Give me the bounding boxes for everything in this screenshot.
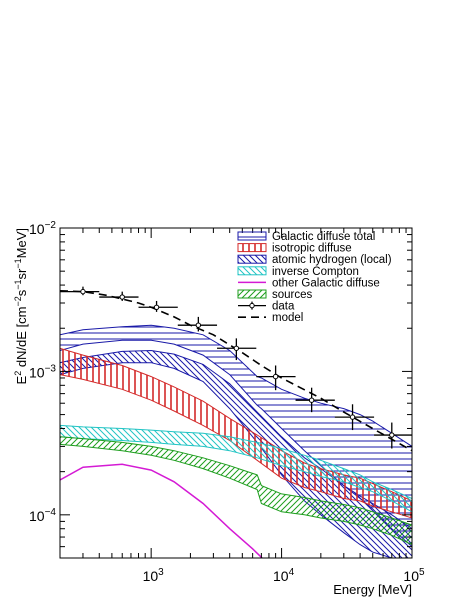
- y-tick-label: 10−4: [29, 507, 56, 524]
- legend-swatch-marker: [249, 302, 255, 309]
- y-tick-label: 10−2: [29, 220, 56, 237]
- y-tick-label-base: 10: [29, 364, 45, 380]
- data-point-marker: [119, 294, 125, 300]
- x-tick-label-exponent: 4: [289, 567, 295, 578]
- data-point-marker: [80, 288, 86, 295]
- data-point-marker: [153, 304, 160, 310]
- legend-label: model: [272, 312, 303, 324]
- data-point: [256, 365, 296, 391]
- plot-frame: [59, 227, 413, 559]
- band-inverse-compton: [60, 424, 412, 513]
- data-point-marker: [308, 397, 315, 403]
- x-axis-title: Energy [MeV]: [333, 582, 412, 597]
- x-tick-label-base: 10: [403, 568, 419, 584]
- y-axis-title-part: −1: [13, 258, 23, 268]
- data-point: [60, 286, 100, 296]
- y-axis-title-part: 2: [13, 371, 23, 376]
- y-tick-label: 10−3: [29, 363, 56, 380]
- legend-entry: isotropic diffuse: [237, 243, 352, 255]
- y-axis-title-part: s: [14, 289, 29, 296]
- data-point: [334, 404, 375, 431]
- x-tick-label-exponent: 3: [158, 567, 164, 578]
- y-axis-title: E2 dN/dE [cm−2s−1sr−1MeV]: [13, 228, 29, 384]
- legend-label: inverse Compton: [272, 266, 359, 278]
- legend-label: Galactic diffuse total: [272, 231, 375, 243]
- x-tick-label-exponent: 5: [419, 567, 425, 578]
- legend-label: isotropic diffuse: [272, 243, 352, 255]
- x-tick-label: 103: [143, 567, 165, 584]
- data-points-layer: [60, 286, 412, 449]
- data-point-marker: [195, 322, 202, 328]
- y-axis-title-part: sr: [14, 268, 29, 280]
- y-axis-title-part: MeV]: [14, 228, 29, 258]
- y-tick-label-exponent: −2: [45, 220, 57, 231]
- band-sources: [60, 436, 412, 546]
- data-point: [177, 316, 218, 332]
- data-point: [374, 422, 412, 449]
- data-point-marker: [349, 414, 356, 420]
- y-axis-title-part: −1: [13, 279, 23, 289]
- legend-swatch: [237, 243, 267, 253]
- legend-label: atomic hydrogen (local): [272, 254, 392, 266]
- x-tick-label: 104: [273, 567, 295, 584]
- y-axis-title-part: dN/dE [cm: [14, 306, 29, 370]
- legend-label: other Galactic diffuse: [272, 277, 380, 289]
- data-point: [99, 291, 139, 301]
- data-point: [217, 338, 257, 361]
- legend-entry: data: [238, 301, 295, 313]
- x-tick-label-base: 10: [273, 568, 289, 584]
- y-axis-title-part: −2: [13, 296, 23, 306]
- data-point: [295, 387, 335, 413]
- y-tick-label-exponent: −3: [45, 363, 57, 374]
- legend-label: data: [272, 301, 295, 313]
- legend-entry: atomic hydrogen (local): [237, 254, 392, 266]
- y-tick-label-exponent: −4: [45, 507, 57, 518]
- data-point: [138, 300, 178, 312]
- x-tick-label: 105: [403, 567, 425, 584]
- legend-entry: inverse Compton: [237, 266, 359, 278]
- band-galactic-diffuse-total: [60, 324, 412, 548]
- bands-layer: [60, 324, 412, 558]
- legend-swatch: [237, 266, 267, 276]
- data-point-marker: [233, 345, 240, 351]
- y-axis-title-part: E: [14, 375, 29, 384]
- y-tick-label-base: 10: [29, 508, 45, 524]
- legend-swatch: [237, 289, 267, 299]
- x-tick-label-base: 10: [143, 568, 159, 584]
- line-other-galactic-diffuse: [60, 463, 264, 558]
- axis-ticks: [59, 227, 413, 559]
- legend-entry: Galactic diffuse total: [237, 231, 375, 243]
- legend-entry: sources: [237, 289, 313, 301]
- data-point-marker: [272, 373, 279, 380]
- legend-entry: other Galactic diffuse: [238, 277, 380, 289]
- legend-entry: model: [238, 312, 303, 324]
- y-tick-label-base: 10: [29, 221, 45, 237]
- legend-swatch: [237, 254, 267, 264]
- legend-swatch: [237, 231, 267, 241]
- legend-label: sources: [272, 289, 313, 301]
- data-point-marker: [389, 432, 395, 438]
